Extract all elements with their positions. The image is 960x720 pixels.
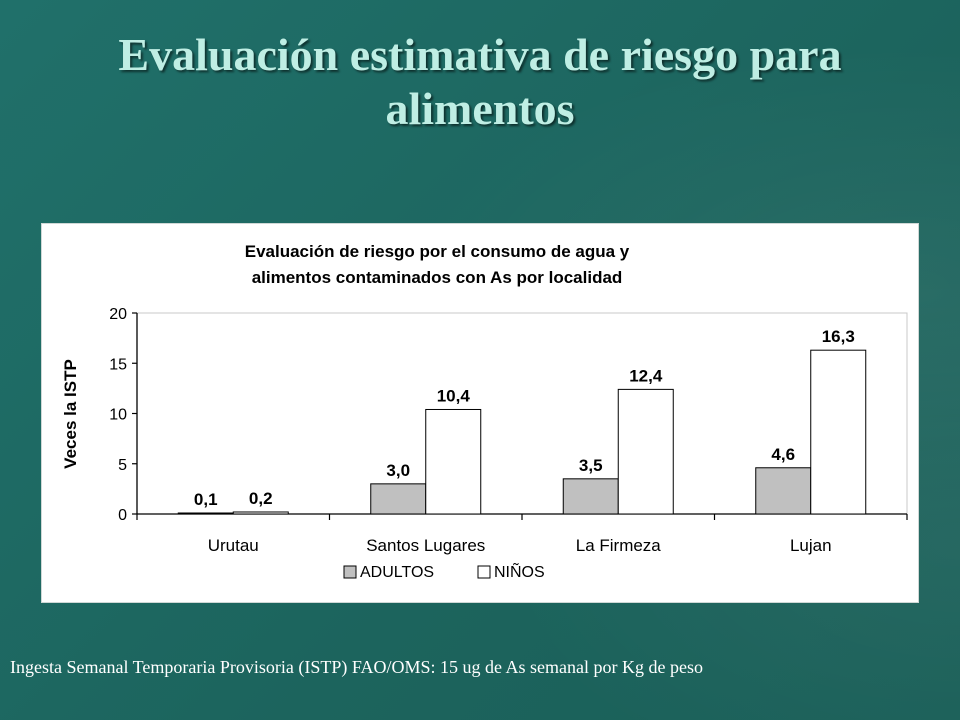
bar-adultos [370, 483, 427, 515]
data-label: 3,5 [579, 456, 603, 475]
x-category-label: Lujan [790, 536, 832, 555]
data-label: 0,1 [194, 490, 218, 509]
bar-chart: Evaluación de riesgo por el consumo de a… [61, 242, 908, 581]
bar-niños [232, 511, 289, 515]
bar-adultos [177, 512, 234, 515]
y-tick-label: 0 [118, 507, 127, 524]
legend-label: NIÑOS [494, 561, 545, 581]
footnote: Ingesta Semanal Temporaria Provisoria (I… [10, 657, 703, 677]
bar-niños [810, 349, 867, 515]
y-tick-label: 5 [118, 457, 127, 474]
chart-title-line-1: Evaluación de riesgo por el consumo de a… [245, 242, 630, 261]
data-label: 10,4 [437, 386, 471, 405]
data-label: 12,4 [629, 366, 663, 385]
legend-swatch [477, 565, 491, 579]
slide-title: Evaluación estimativa de riesgo para ali… [0, 28, 960, 136]
chart-title-line-2: alimentos contaminados con As por locali… [252, 268, 623, 287]
y-tick-label: 10 [109, 407, 127, 424]
bar-adultos [562, 478, 619, 515]
data-label: 16,3 [822, 327, 855, 346]
y-tick-label: 15 [109, 356, 127, 373]
bar-niños [425, 408, 482, 515]
legend-swatch [343, 565, 357, 579]
data-label: 3,0 [386, 461, 410, 480]
legend-label: ADULTOS [360, 564, 434, 581]
y-tick-label: 20 [109, 306, 127, 323]
slide-title-line-2: alimentos [385, 83, 575, 134]
y-axis-label: Veces la ISTP [61, 359, 80, 469]
x-category-label: Santos Lugares [366, 536, 485, 555]
chart-frame: Evaluación de riesgo por el consumo de a… [42, 224, 918, 602]
data-label: 4,6 [771, 445, 795, 464]
slide-title-line-1: Evaluación estimativa de riesgo para [118, 29, 842, 80]
plot-area: 0 5 10 15 20 0,1 0,2 Urutau 3,0 10,4 Santos Lugare… [109, 306, 908, 581]
bar-adultos [755, 467, 812, 515]
x-category-label: La Firmeza [576, 536, 662, 555]
x-category-label: Urutau [208, 536, 259, 555]
bar-niños [617, 388, 674, 515]
data-label: 0,2 [249, 489, 273, 508]
